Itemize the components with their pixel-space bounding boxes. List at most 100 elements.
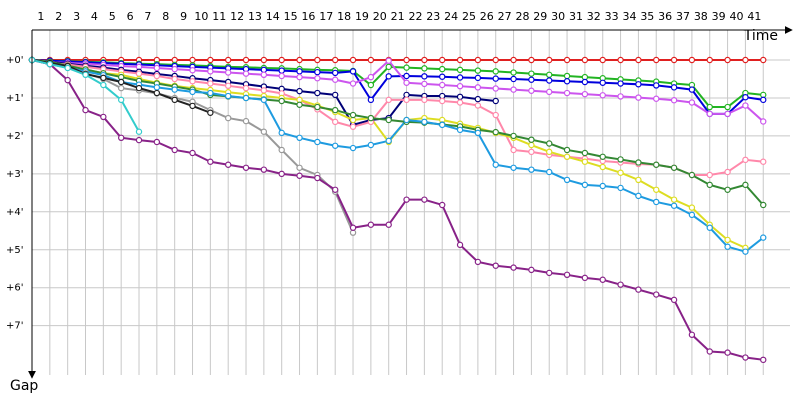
data-point (439, 121, 446, 129)
x-tick-label: 4 (91, 10, 98, 23)
data-point (82, 71, 89, 79)
data-point (563, 56, 571, 64)
data-point (367, 56, 375, 64)
data-point (742, 354, 749, 361)
data-point (314, 138, 321, 146)
data-point (599, 182, 606, 190)
data-point (528, 166, 535, 173)
data-point (599, 56, 606, 64)
data-point (332, 69, 339, 77)
data-point (224, 56, 232, 64)
data-point (385, 221, 392, 228)
data-point (724, 103, 731, 111)
data-point (670, 202, 678, 209)
data-point (635, 81, 642, 88)
data-point (474, 74, 482, 82)
data-point (724, 236, 731, 244)
data-point (599, 79, 606, 86)
data-point (242, 94, 250, 102)
x-tick-label: 10 (194, 10, 208, 23)
data-point (546, 77, 553, 84)
data-point (653, 198, 660, 206)
data-point (82, 106, 89, 114)
data-point (474, 84, 482, 91)
data-point (563, 72, 571, 80)
data-point (617, 80, 624, 87)
data-point (349, 224, 357, 231)
data-point (474, 102, 482, 109)
data-point (439, 65, 446, 73)
data-point (492, 111, 499, 119)
x-tick-label: 14 (266, 10, 280, 23)
y-tick-label: +2' (6, 131, 24, 142)
data-point (242, 70, 250, 77)
data-point (403, 196, 410, 203)
data-point (528, 56, 535, 64)
x-tick-label: 22 (408, 10, 422, 23)
data-point (724, 349, 731, 356)
data-point (224, 92, 232, 100)
x-tick-label: 17 (319, 10, 333, 23)
data-point (367, 141, 375, 149)
data-point (528, 136, 535, 143)
data-point (278, 72, 285, 80)
data-point (563, 271, 571, 279)
data-point (296, 56, 303, 64)
data-point (581, 78, 589, 86)
data-point (510, 264, 517, 271)
data-point (528, 76, 535, 83)
data-point (117, 84, 125, 92)
data-point (367, 221, 375, 228)
x-tick-label: 40 (729, 10, 743, 23)
data-point (546, 71, 553, 79)
data-point (581, 56, 589, 64)
data-point (349, 56, 357, 64)
data-point (742, 56, 749, 64)
data-point (278, 67, 285, 74)
data-point (439, 56, 446, 64)
data-point (189, 67, 196, 74)
data-point (439, 81, 446, 89)
x-tick-label: 35 (640, 10, 654, 23)
data-point (439, 201, 446, 209)
x-tick-label: 24 (444, 10, 458, 23)
data-point (706, 348, 713, 355)
data-point (421, 65, 428, 72)
data-point (117, 78, 125, 86)
data-point (528, 87, 535, 94)
data-point (207, 68, 214, 75)
data-point (260, 56, 268, 64)
data-point (670, 296, 678, 304)
y-axis-title: Gap (10, 378, 38, 394)
data-point (367, 73, 375, 81)
data-point (296, 87, 303, 95)
data-point (153, 64, 161, 72)
data-point (563, 89, 571, 97)
data-point (349, 111, 357, 119)
data-point (742, 102, 749, 109)
data-point (314, 68, 321, 76)
x-tick-label: 5 (109, 10, 116, 23)
data-point (314, 174, 321, 182)
data-point (617, 184, 624, 192)
data-point (581, 158, 589, 165)
data-point (153, 89, 161, 97)
x-tick-label: 38 (694, 10, 708, 23)
data-point (510, 164, 517, 171)
data-point (349, 68, 357, 75)
data-point (760, 356, 767, 364)
data-point (403, 64, 410, 71)
data-point (135, 128, 143, 135)
data-point (599, 163, 606, 171)
data-point (760, 56, 767, 64)
data-point (688, 204, 696, 211)
data-point (492, 97, 499, 105)
data-point (706, 181, 713, 189)
x-tick-label: 33 (605, 10, 619, 23)
data-point (100, 113, 107, 121)
data-point (385, 57, 392, 64)
data-point (224, 114, 232, 122)
data-point (653, 95, 660, 102)
data-point (421, 73, 428, 80)
